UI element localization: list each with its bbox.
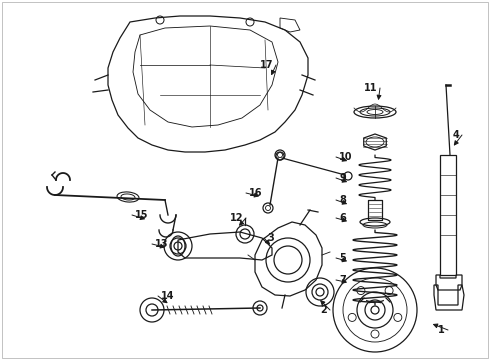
Bar — [440, 155, 456, 275]
Text: 8: 8 — [339, 195, 346, 205]
Text: 15: 15 — [135, 210, 148, 220]
Text: 10: 10 — [339, 152, 352, 162]
Text: 14: 14 — [161, 291, 174, 301]
Text: 16: 16 — [249, 188, 263, 198]
Bar — [368, 200, 382, 220]
Text: 7: 7 — [339, 275, 346, 285]
Text: 9: 9 — [339, 173, 346, 183]
Text: 13: 13 — [155, 239, 169, 249]
Text: 1: 1 — [438, 325, 445, 335]
Text: 3: 3 — [267, 233, 274, 243]
Text: 5: 5 — [339, 253, 346, 263]
Text: 2: 2 — [320, 305, 327, 315]
Text: 4: 4 — [452, 130, 459, 140]
Text: 11: 11 — [364, 83, 377, 93]
Text: 6: 6 — [339, 213, 346, 223]
Text: 12: 12 — [229, 213, 243, 223]
Text: 17: 17 — [260, 60, 273, 70]
